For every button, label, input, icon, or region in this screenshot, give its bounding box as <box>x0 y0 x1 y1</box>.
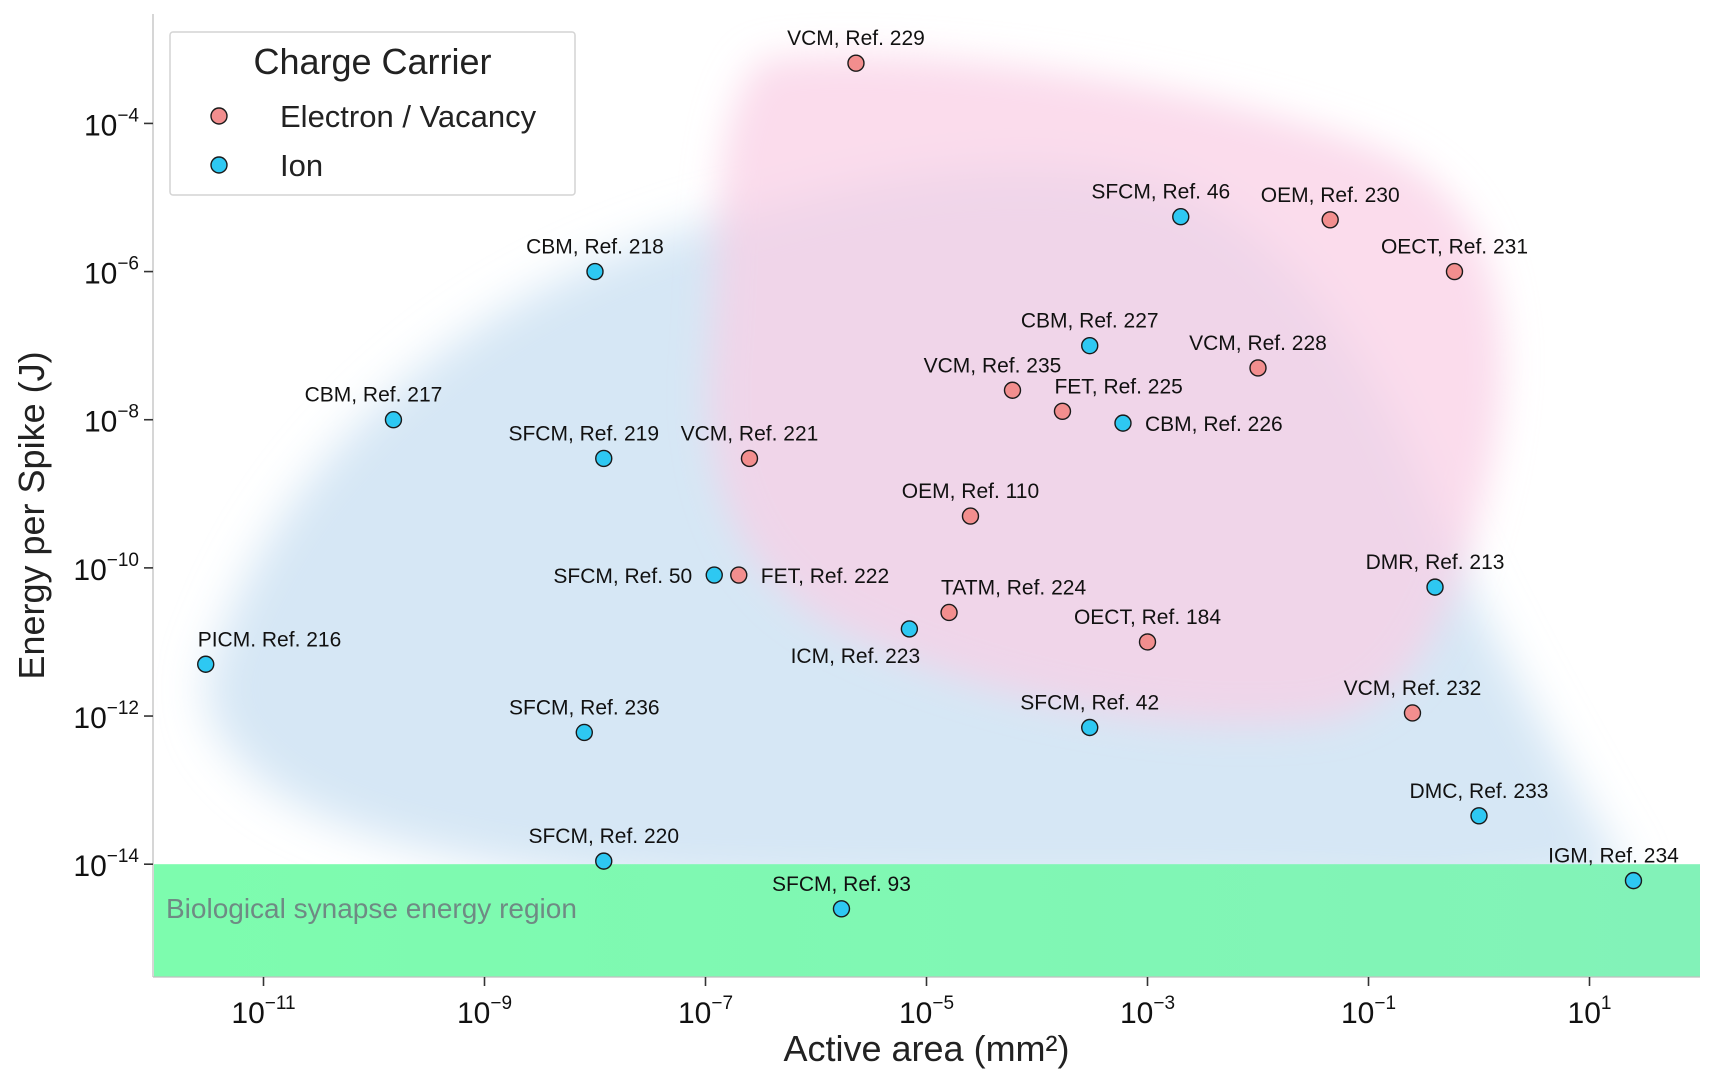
label-dmr-ref-213: DMR, Ref. 213 <box>1366 551 1505 574</box>
point-picm-ref-216 <box>197 655 215 673</box>
label-sfcm-ref-50: SFCM, Ref. 50 <box>553 565 692 588</box>
point-vcm-ref-229 <box>847 54 865 72</box>
label-sfcm-ref-93: SFCM, Ref. 93 <box>772 873 911 896</box>
legend-marker-electron <box>210 107 228 125</box>
point-cbm-ref-218 <box>586 262 604 281</box>
legend-label-electron: Electron / Vacancy <box>280 99 537 134</box>
point-dmc-ref-233 <box>1470 807 1488 825</box>
label-sfcm-ref-46: SFCM, Ref. 46 <box>1091 181 1230 204</box>
point-sfcm-ref-46 <box>1172 208 1190 226</box>
x-tick-label: 10−3 <box>1120 993 1175 1030</box>
label-oem-ref-230: OEM, Ref. 230 <box>1261 184 1400 207</box>
label-vcm-ref-232: VCM, Ref. 232 <box>1344 677 1482 700</box>
label-picm-ref-216: PICM. Ref. 216 <box>198 628 342 651</box>
data-points: VCM, Ref. 229 OEM, Ref. 230 OECT, Ref. 231… <box>197 27 1679 918</box>
label-sfcm-ref-42: SFCM, Ref. 42 <box>1020 692 1159 715</box>
point-oem-ref-110 <box>961 507 980 525</box>
label-fet-ref-225: FET, Ref. 225 <box>1054 375 1182 398</box>
label-igm-ref-234: IGM, Ref. 234 <box>1548 845 1679 868</box>
biological-synapse-band <box>154 864 1700 977</box>
label-sfcm-ref-236: SFCM, Ref. 236 <box>509 696 660 719</box>
point-cbm-ref-217 <box>384 411 403 429</box>
point-tatm-ref-224 <box>940 603 958 622</box>
label-vcm-ref-221: VCM, Ref. 221 <box>681 422 819 445</box>
point-fet-ref-222 <box>730 566 748 584</box>
point-vcm-ref-232 <box>1403 704 1422 722</box>
point-sfcm-ref-93 <box>832 900 851 918</box>
legend-box <box>169 31 576 196</box>
y-tick-label: 10−14 <box>73 846 139 883</box>
x-ticks: 10−11 10−9 10−7 10−5 10−3 10−1 101 <box>231 977 1611 1030</box>
label-cbm-ref-226: CBM, Ref. 226 <box>1145 413 1283 436</box>
y-tick-label: 10−10 <box>73 550 139 587</box>
label-fet-ref-222: FET, Ref. 222 <box>761 565 889 588</box>
region-clouds <box>206 54 1630 900</box>
y-tick-label: 10−4 <box>84 105 139 142</box>
x-tick-label: 10−1 <box>1341 993 1396 1030</box>
point-oem-ref-230 <box>1321 211 1339 229</box>
y-tick-label: 10−12 <box>73 698 139 735</box>
point-sfcm-ref-236 <box>575 723 593 742</box>
y-ticks: 10−4 10−6 10−8 10−10 10−12 10−14 <box>73 105 153 883</box>
x-tick-label: 101 <box>1568 993 1612 1030</box>
point-vcm-ref-228 <box>1249 359 1267 377</box>
x-tick-label: 10−5 <box>899 993 954 1030</box>
y-axis-title: Energy per Spike (J) <box>11 351 52 679</box>
electron-region-cloud <box>708 54 1503 725</box>
label-cbm-ref-227: CBM, Ref. 227 <box>1021 310 1159 333</box>
label-vcm-ref-229: VCM, Ref. 229 <box>787 27 925 50</box>
point-sfcm-ref-50 <box>705 566 723 584</box>
legend-label-ion: Ion <box>280 148 323 183</box>
label-oem-ref-110: OEM, Ref. 110 <box>902 480 1039 503</box>
point-icm-ref-223 <box>900 620 919 638</box>
point-cbm-ref-227 <box>1081 336 1099 355</box>
point-igm-ref-234 <box>1624 871 1643 890</box>
y-tick-label: 10−6 <box>84 254 139 291</box>
legend-marker-ion <box>210 156 228 174</box>
label-dmc-ref-233: DMC, Ref. 233 <box>1410 780 1549 803</box>
label-icm-ref-223: ICM, Ref. 223 <box>791 645 921 668</box>
point-sfcm-ref-42 <box>1081 718 1099 737</box>
label-oect-ref-184: OECT, Ref. 184 <box>1074 606 1221 629</box>
label-sfcm-ref-220: SFCM, Ref. 220 <box>528 825 679 848</box>
legend-title: Charge Carrier <box>253 41 491 82</box>
legend: Charge Carrier Electron / Vacancy Ion <box>169 31 576 196</box>
point-dmr-ref-213 <box>1426 578 1444 596</box>
point-vcm-ref-221 <box>740 449 759 468</box>
x-tick-label: 10−7 <box>678 993 733 1030</box>
x-tick-label: 10−9 <box>457 993 512 1030</box>
label-cbm-ref-218: CBM, Ref. 218 <box>526 236 664 259</box>
x-axis-title: Active area (mm²) <box>783 1028 1069 1069</box>
label-tatm-ref-224: TATM, Ref. 224 <box>941 576 1086 599</box>
label-cbm-ref-217: CBM, Ref. 217 <box>305 384 443 407</box>
label-vcm-ref-228: VCM, Ref. 228 <box>1189 332 1327 355</box>
point-vcm-ref-235 <box>1003 381 1022 399</box>
biological-synapse-label: Biological synapse energy region <box>166 893 577 924</box>
y-tick-label: 10−8 <box>84 402 139 439</box>
label-vcm-ref-235: VCM, Ref. 235 <box>924 354 1062 377</box>
point-oect-ref-231 <box>1445 262 1464 281</box>
point-sfcm-ref-220 <box>595 852 613 870</box>
label-oect-ref-231: OECT, Ref. 231 <box>1381 236 1528 259</box>
point-cbm-ref-226 <box>1114 414 1132 432</box>
x-tick-label: 10−11 <box>231 993 295 1030</box>
point-sfcm-ref-219 <box>595 449 613 468</box>
point-oect-ref-184 <box>1138 633 1157 651</box>
point-fet-ref-225 <box>1053 402 1072 420</box>
label-sfcm-ref-219: SFCM, Ref. 219 <box>508 422 659 445</box>
